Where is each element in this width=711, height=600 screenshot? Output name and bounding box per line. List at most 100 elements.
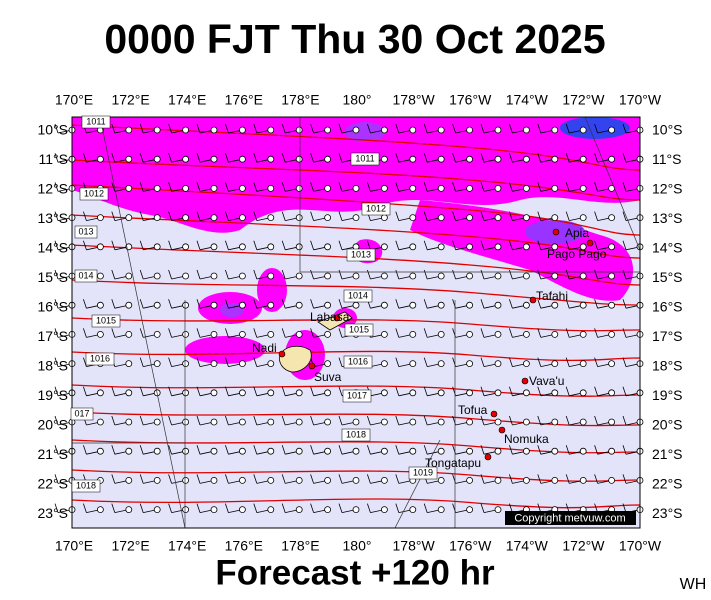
isobar [71,244,641,286]
barb [367,503,371,513]
barb-station [409,506,417,514]
barb-station [409,360,417,368]
barb-station [324,126,332,134]
barb [111,415,116,426]
barb [395,474,400,484]
isobar-label-box [79,187,109,201]
islands [279,311,353,373]
latitude-label: 23°S [37,505,68,521]
barb-station [352,272,360,280]
barb-station [523,155,530,163]
barb [509,182,513,192]
isobar-label: 017 [74,408,89,418]
barb [253,269,258,280]
barb-station [267,506,275,514]
isobar-label-box [346,248,376,262]
barb [395,299,400,309]
isobar [71,159,641,201]
barb-station [182,418,190,426]
barb [480,474,485,484]
barb [310,474,314,484]
isobar-label: 1019 [413,467,433,477]
barb-station [238,418,246,426]
latitude-label: 23°S [652,505,683,521]
barb [253,503,258,513]
copyright-box [505,511,636,525]
barb-station [267,476,275,484]
barb-station [551,476,559,484]
barb-station [466,184,474,192]
barb [395,445,400,455]
longitude-label: 180° [343,92,372,108]
barb [338,503,343,513]
latitude-label: 16°S [37,299,68,315]
barb-station [238,301,246,309]
barb [139,386,144,396]
barb-station [494,447,502,455]
barb-station [523,476,530,484]
longitude-label: 172°E [111,92,149,108]
barb-station [380,126,388,134]
barb [565,357,570,367]
barb [594,182,598,192]
barb-station [437,184,445,192]
barb [225,503,229,513]
barb [225,299,229,309]
barb-station [608,155,615,163]
barb-station [153,506,161,514]
barb-station [125,418,133,426]
place-name: Apia [565,226,589,240]
isobar-label: 1018 [76,480,96,490]
barb [253,123,258,134]
longitude-label: 172°E [111,538,149,554]
place-marker [529,296,537,304]
barb-station [466,330,474,338]
barb [168,269,172,280]
longitude-label: 172°W [562,92,605,108]
barb [196,269,201,280]
barb-station [380,214,388,222]
barb-station [324,447,332,455]
barb-station [153,126,161,134]
latitude-label: 11°S [652,151,681,167]
barb-station [125,155,133,163]
barb [253,445,258,455]
barb-station [551,330,559,338]
barb [423,182,428,192]
isobar-label-box [342,389,372,403]
barb [54,299,59,309]
barb-station [551,301,559,309]
barb-station [494,184,502,192]
barb-station [437,126,445,134]
barb [54,153,59,163]
isobar [71,317,641,332]
barb-station [551,447,559,455]
barb-station [380,389,388,397]
barb [452,153,456,163]
barb-station [267,184,275,192]
barb [310,153,314,163]
barb [509,386,513,396]
barb [111,299,116,309]
barb-station [97,155,104,163]
longitude-label: 176°W [449,92,492,108]
barb-station [238,360,246,368]
latitude-label: 14°S [37,240,68,256]
barb-station [437,476,445,484]
barb-station [437,360,445,368]
place-name: Nomuka [504,432,549,446]
barb [452,182,456,192]
isobar-label-box [70,407,94,421]
barb-station [182,214,190,222]
barb-station [324,418,332,426]
barb [168,503,172,513]
barb [509,299,513,309]
barb-station [466,272,474,280]
barb-station [437,214,445,222]
initials: WH [680,576,707,593]
barb [537,357,542,367]
barb-station [409,418,417,426]
barb [139,357,144,367]
longitude-label: 174°E [168,538,206,554]
barb-station [494,126,502,134]
